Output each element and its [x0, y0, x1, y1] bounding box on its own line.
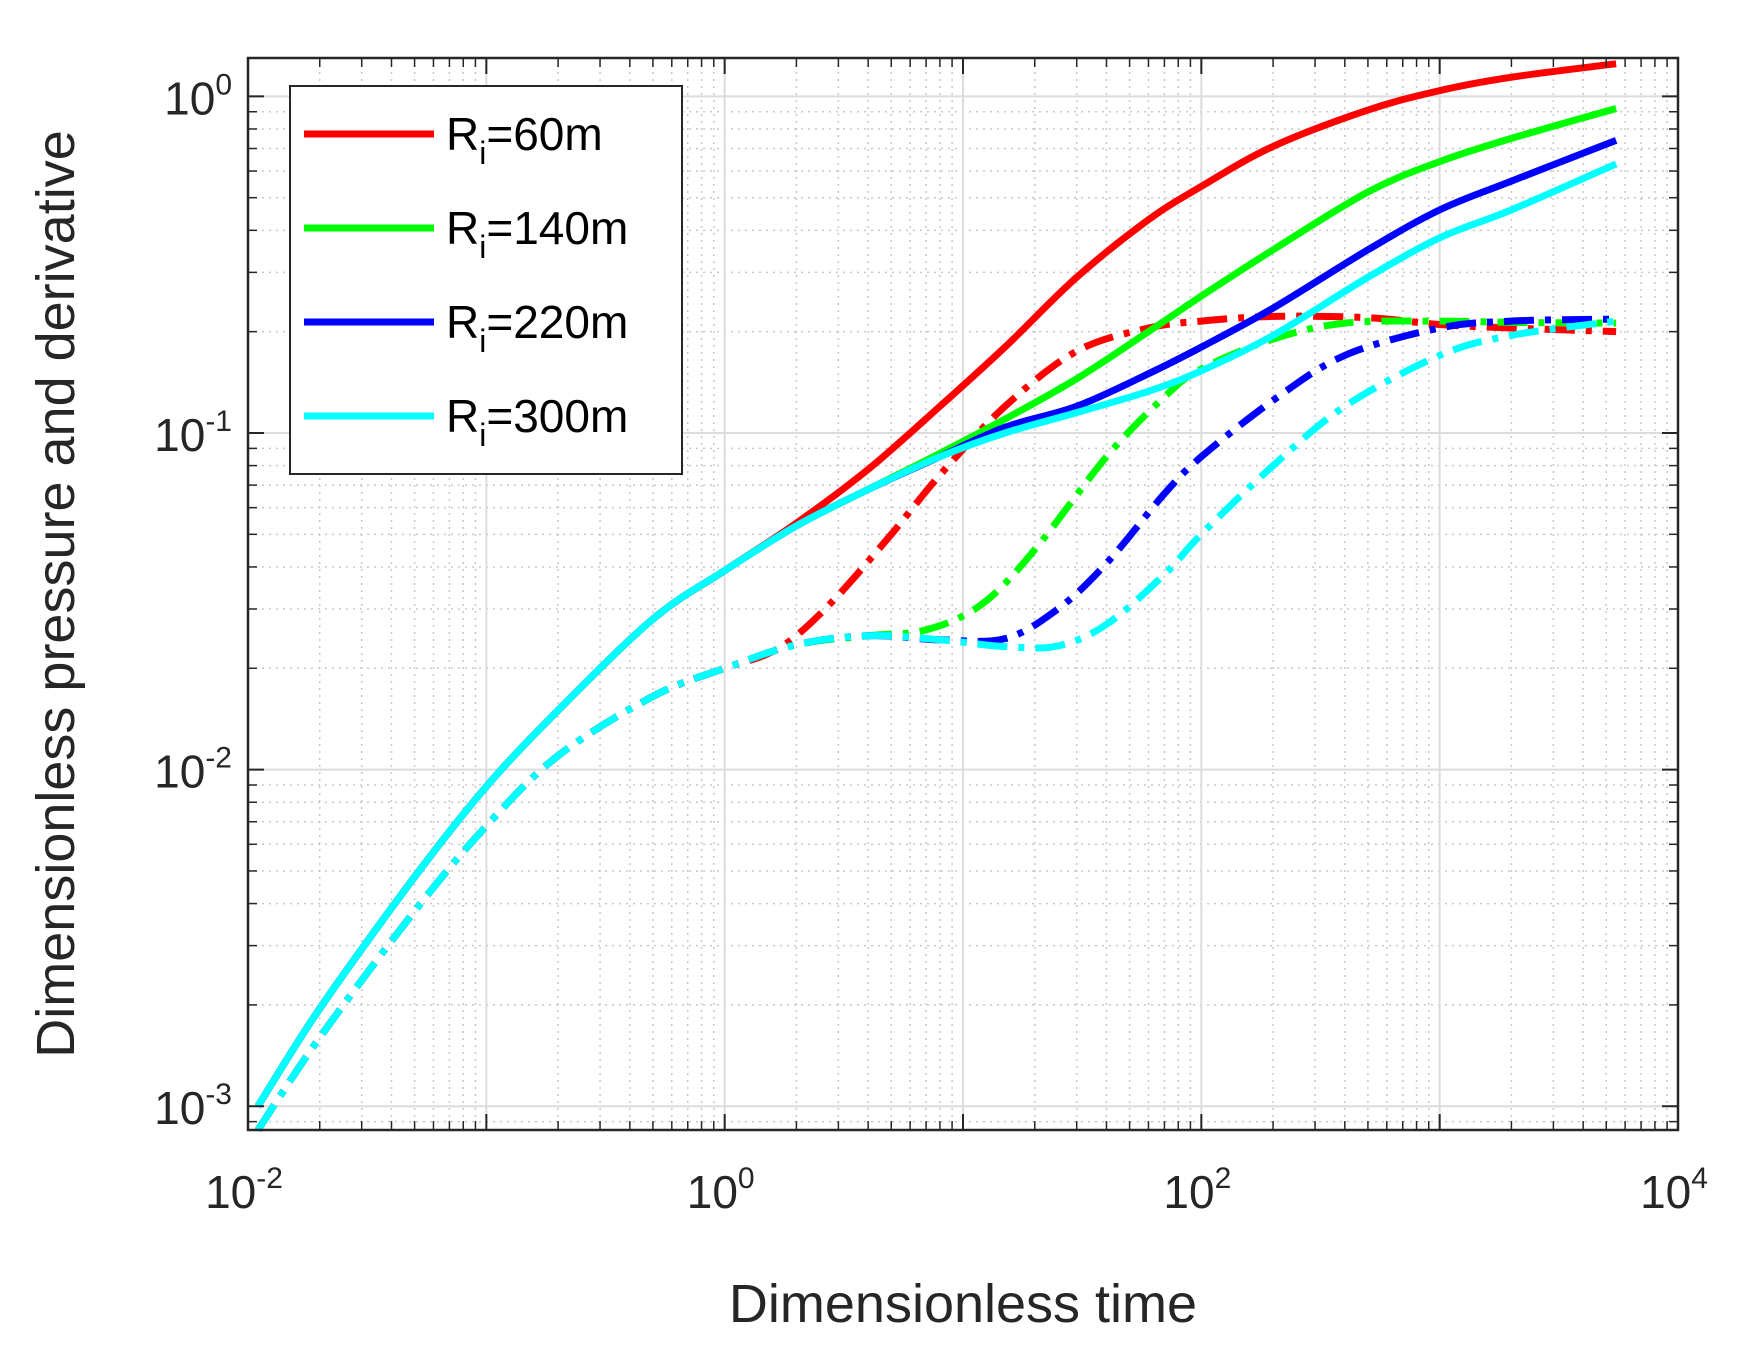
x-tick-label: 100	[687, 1162, 755, 1218]
y-tick-base: 10	[154, 746, 205, 798]
legend-label: Ri=300m	[446, 390, 628, 453]
y-tick-label: 100	[164, 68, 232, 124]
y-tick-exponent: -1	[205, 405, 232, 438]
y-tick-exponent: -2	[205, 742, 232, 775]
x-axis-label: Dimensionless time	[729, 1274, 1197, 1334]
y-tick-exponent: -3	[205, 1078, 232, 1111]
series-line-ri-300m-derivative	[254, 317, 1617, 1132]
x-tick-exponent: 0	[738, 1162, 755, 1195]
legend-label-subscript: i	[479, 135, 486, 171]
y-tick-label: 10-1	[154, 405, 232, 461]
legend-label-main: R	[446, 296, 479, 348]
legend-label-value: =140m	[486, 202, 628, 254]
y-tick-exponent: 0	[215, 68, 232, 101]
series-layer	[254, 60, 1618, 1132]
legend-label-value: =60m	[486, 108, 602, 160]
x-tick-exponent: -2	[256, 1162, 283, 1195]
x-tick-base: 10	[687, 1166, 738, 1218]
x-tick-exponent: 2	[1215, 1162, 1232, 1195]
x-tick-label: 104	[1640, 1162, 1708, 1218]
x-tick-base: 10	[1163, 1166, 1214, 1218]
tick-marks	[247, 58, 1678, 1130]
legend-label-subscript: i	[479, 323, 486, 359]
y-tick-base: 10	[154, 1082, 205, 1134]
legend-box	[289, 85, 683, 475]
legend-label: Ri=60m	[446, 108, 603, 171]
x-tick-base: 10	[1640, 1166, 1691, 1218]
y-tick-label: 10-3	[154, 1078, 232, 1134]
y-tick-label: 10-2	[154, 742, 232, 798]
legend-label-main: R	[446, 390, 479, 442]
legend-label-value: =300m	[486, 390, 628, 442]
legend-label: Ri=140m	[446, 202, 628, 265]
x-tick-label: 10-2	[205, 1162, 283, 1218]
legend-label-subscript: i	[479, 417, 486, 453]
x-tick-label: 102	[1163, 1162, 1231, 1218]
y-tick-base: 10	[164, 72, 215, 124]
legend-label: Ri=220m	[446, 296, 628, 359]
legend-label-main: R	[446, 108, 479, 160]
series-line-ri-300m-pressure	[254, 160, 1618, 1109]
legend-label-main: R	[446, 202, 479, 254]
y-axis-label: Dimensionless pressure and derivative	[26, 130, 86, 1057]
x-tick-labels: 10-2 100 102 104	[205, 1162, 1708, 1218]
x-tick-base: 10	[205, 1166, 256, 1218]
legend-label-subscript: i	[479, 229, 486, 265]
legend-label-value: =220m	[486, 296, 628, 348]
x-tick-exponent: 4	[1691, 1162, 1708, 1195]
y-tick-base: 10	[154, 409, 205, 461]
